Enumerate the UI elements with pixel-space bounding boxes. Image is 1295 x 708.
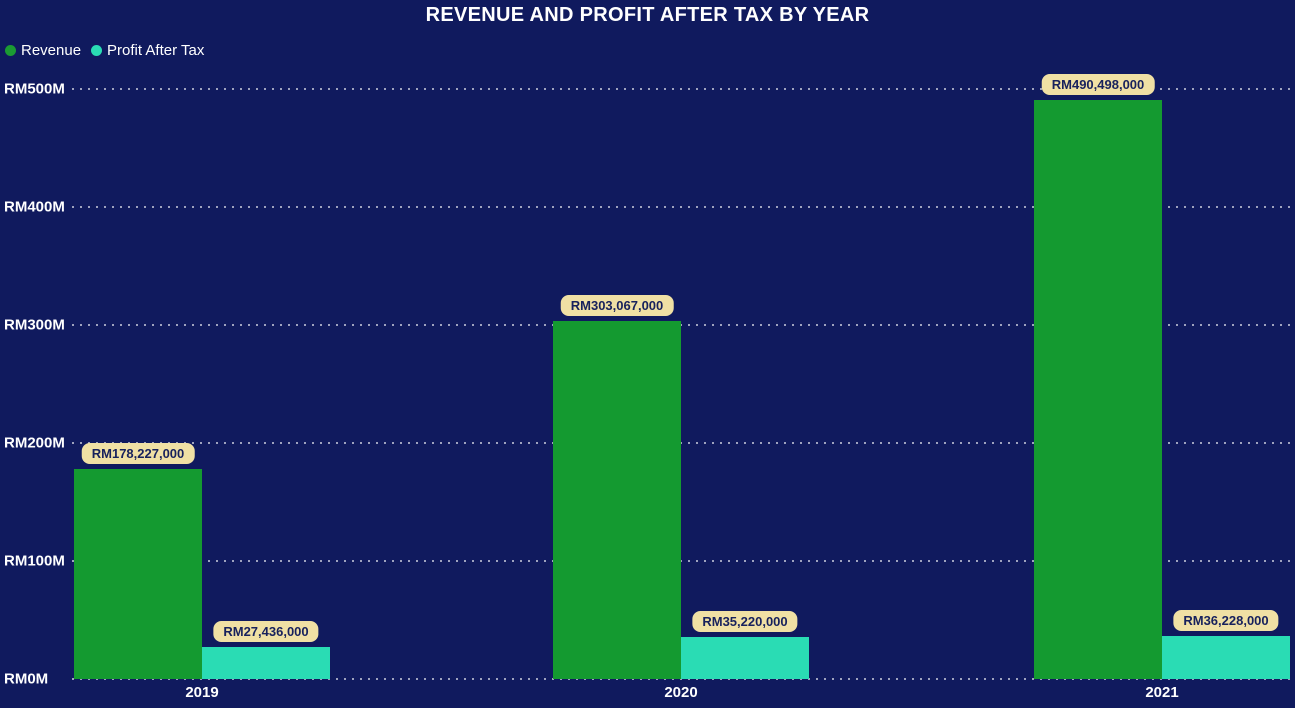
gridline-rm100m bbox=[72, 560, 1293, 562]
y-axis-label-rm0m: RM0M bbox=[4, 670, 49, 688]
bar-profit-after-tax-2019[interactable] bbox=[202, 646, 330, 679]
y-axis-label-rm400m: RM400M bbox=[4, 198, 65, 216]
legend-label-revenue: Revenue bbox=[21, 42, 82, 59]
data-label-profit-after-tax-2019: RM27,436,000 bbox=[213, 620, 319, 642]
revenue-legend-dot-icon bbox=[5, 45, 16, 56]
data-label-revenue-2019: RM178,227,000 bbox=[81, 442, 195, 464]
gridline-rm200m bbox=[72, 442, 1293, 444]
y-axis-label-rm500m: RM500M bbox=[4, 80, 65, 98]
gridline-rm0m bbox=[72, 678, 1293, 680]
data-label-profit-after-tax-2020: RM35,220,000 bbox=[692, 611, 798, 633]
gridline-rm500m bbox=[72, 88, 1293, 90]
legend: Revenue Profit After Tax bbox=[5, 42, 204, 59]
data-label-revenue-2020: RM303,067,000 bbox=[560, 295, 674, 317]
gridline-rm400m bbox=[72, 206, 1293, 208]
legend-item-revenue[interactable]: Revenue bbox=[5, 42, 81, 59]
y-axis-label-rm100m: RM100M bbox=[4, 552, 65, 570]
profit-after-tax-legend-dot-icon bbox=[91, 45, 103, 56]
legend-label-profit-after-tax: Profit After Tax bbox=[107, 42, 205, 59]
data-label-revenue-2021: RM490,498,000 bbox=[1041, 74, 1155, 96]
y-axis-label-rm200m: RM200M bbox=[4, 434, 65, 452]
x-axis-label-2020: 2020 bbox=[664, 684, 698, 701]
x-axis-label-2021: 2021 bbox=[1145, 684, 1179, 701]
x-axis-label-2019: 2019 bbox=[185, 684, 219, 701]
legend-item-profit-after-tax[interactable]: Profit After Tax bbox=[91, 42, 204, 59]
bar-revenue-2021[interactable] bbox=[1034, 100, 1162, 679]
bar-revenue-2019[interactable] bbox=[74, 468, 202, 679]
bar-profit-after-tax-2021[interactable] bbox=[1162, 636, 1290, 679]
bar-profit-after-tax-2020[interactable] bbox=[681, 637, 809, 679]
gridline-rm300m bbox=[72, 324, 1293, 326]
chart-title: REVENUE AND PROFIT AFTER TAX BY YEAR bbox=[425, 4, 870, 26]
y-axis-label-rm300m: RM300M bbox=[4, 316, 65, 334]
bar-revenue-2020[interactable] bbox=[553, 321, 681, 679]
data-label-profit-after-tax-2021: RM36,228,000 bbox=[1173, 610, 1279, 632]
